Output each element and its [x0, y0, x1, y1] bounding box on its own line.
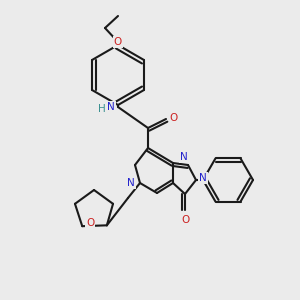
Text: O: O — [114, 37, 122, 47]
Text: N: N — [180, 152, 188, 162]
Text: N: N — [199, 173, 207, 183]
Text: H: H — [98, 104, 106, 114]
Text: N: N — [107, 102, 115, 112]
Text: O: O — [181, 215, 189, 225]
Text: N: N — [127, 178, 135, 188]
Text: O: O — [86, 218, 94, 228]
Text: O: O — [170, 113, 178, 123]
